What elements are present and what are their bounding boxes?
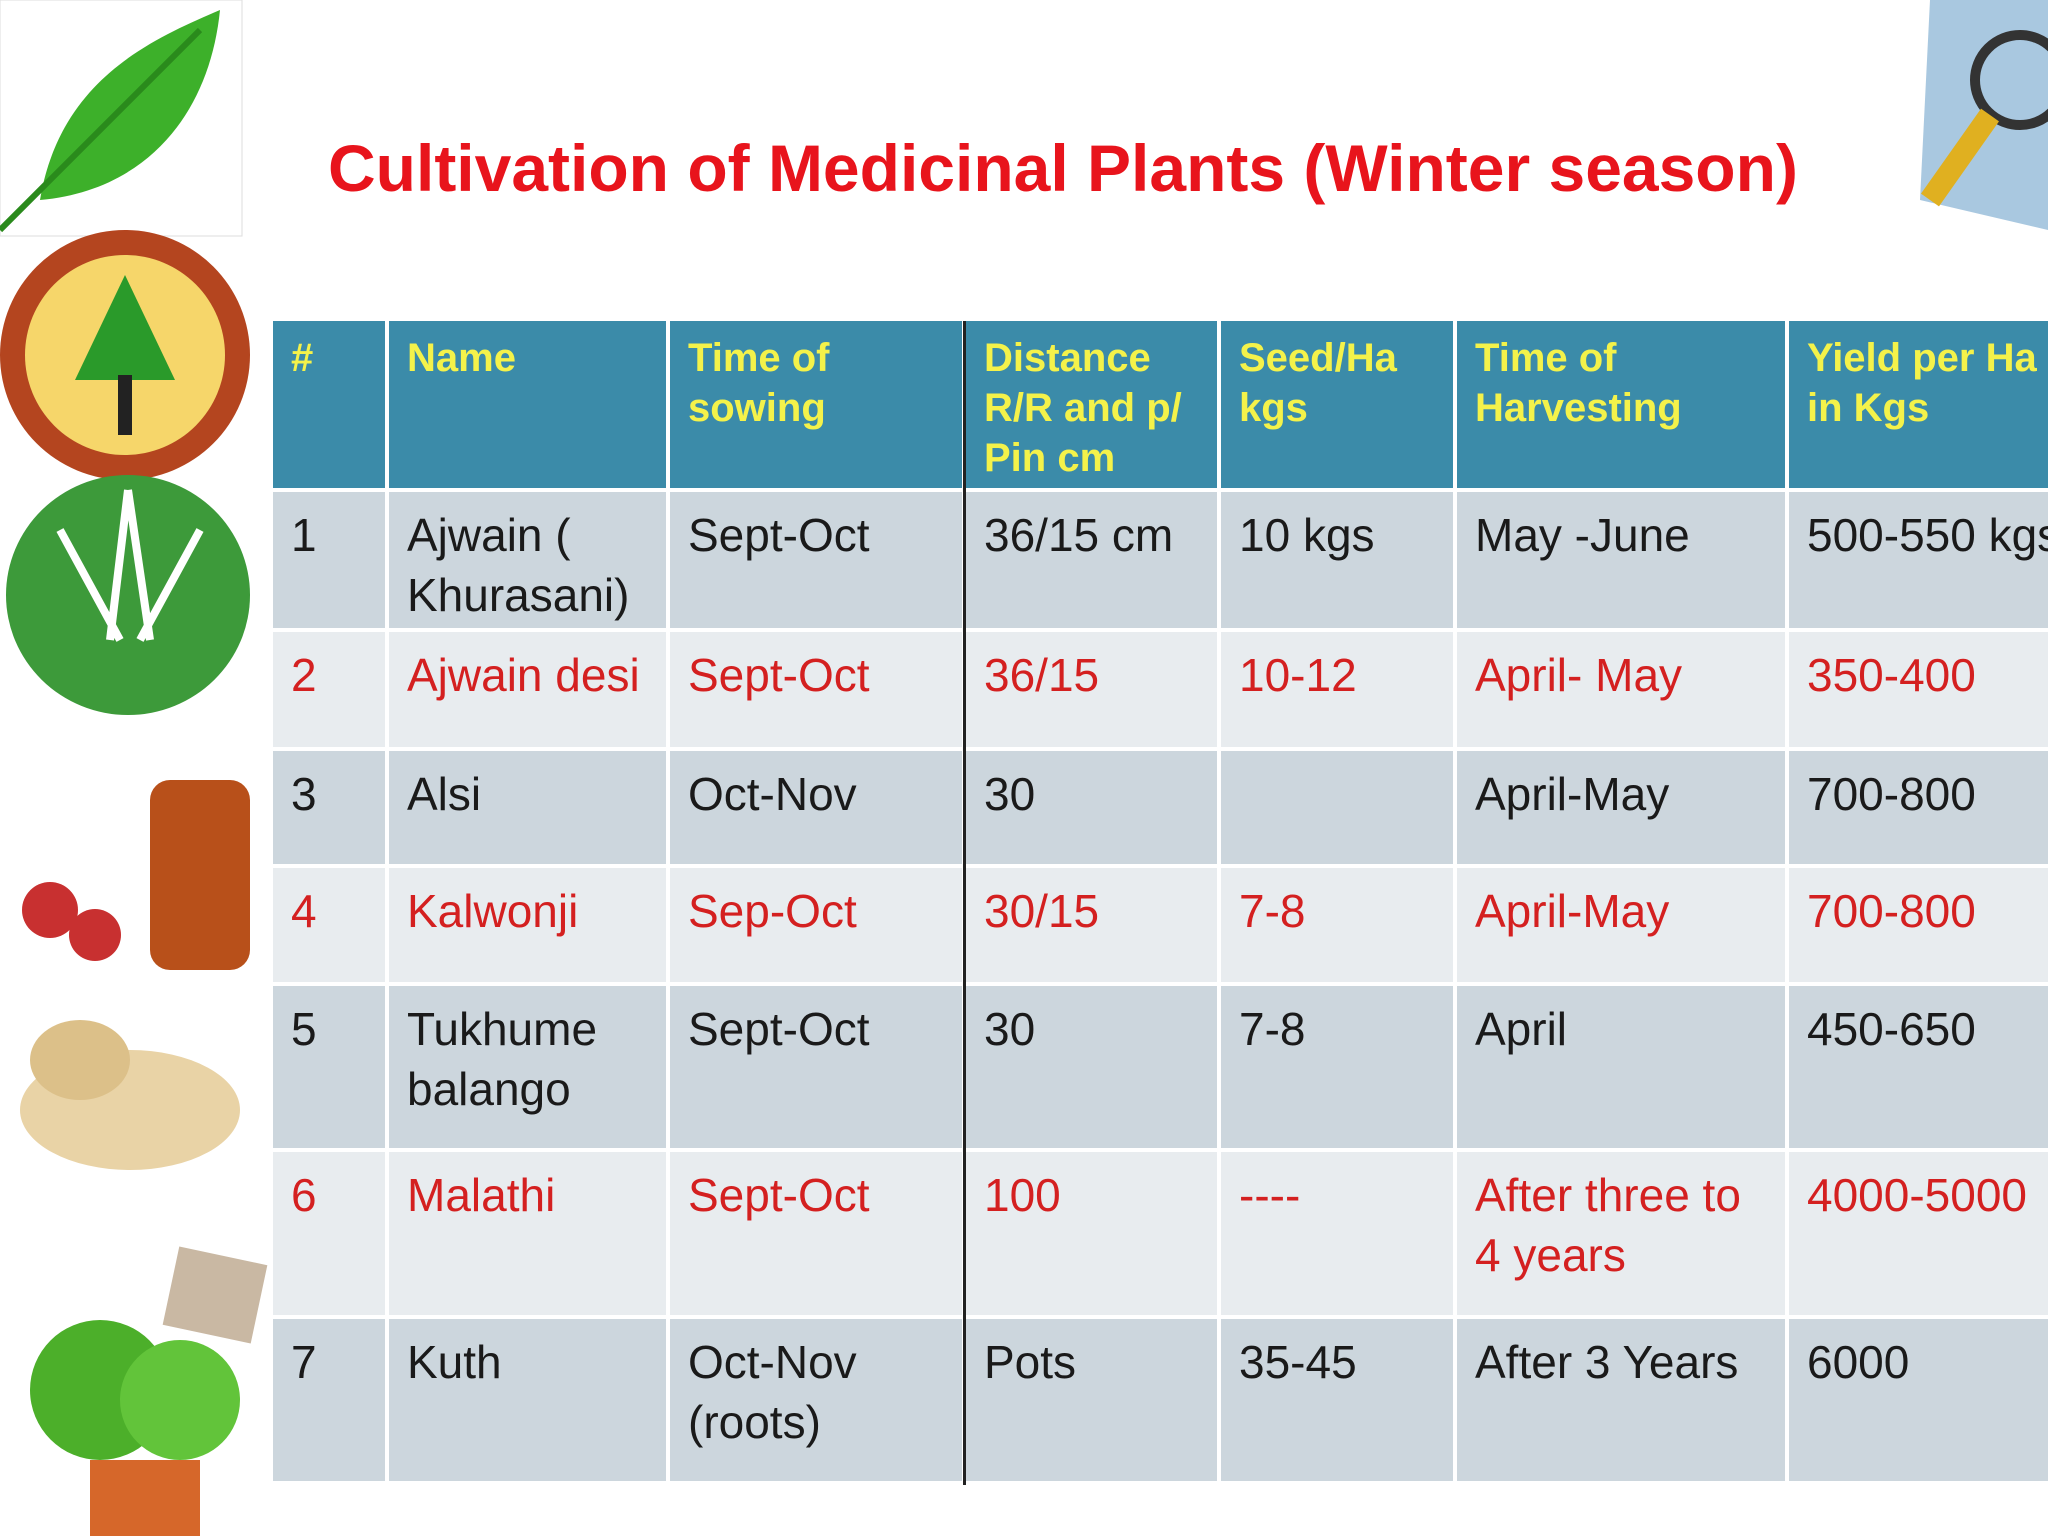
table-cell: April-May — [1457, 868, 1785, 982]
table-cell — [1221, 751, 1453, 864]
table-cell: 36/15 — [966, 632, 1217, 747]
column-divider — [963, 321, 966, 1485]
table-cell: 10-12 — [1221, 632, 1453, 747]
table-cell: 10 kgs — [1221, 492, 1453, 628]
table-cell: 6000 — [1789, 1319, 2048, 1481]
header-cell: Yield per Ha in Kgs — [1789, 321, 2048, 488]
table-cell: Sept-Oct — [670, 632, 962, 747]
table-cell: 1 — [273, 492, 385, 628]
header-cell: Seed/Ha kgs — [1221, 321, 1453, 488]
table-cell: After three to 4 years — [1457, 1152, 1785, 1315]
table-cell: 450-650 — [1789, 986, 2048, 1148]
table-cell: April- May — [1457, 632, 1785, 747]
table-cell: 30 — [966, 751, 1217, 864]
table-cell: Malathi — [389, 1152, 666, 1315]
header-cell: Time of Harvesting — [1457, 321, 1785, 488]
table-cell: April-May — [1457, 751, 1785, 864]
table-cell: 6 — [273, 1152, 385, 1315]
table-cell: Sept-Oct — [670, 986, 962, 1148]
table-cell: 2 — [273, 632, 385, 747]
header-cell: Distance R/R and p/ Pin cm — [966, 321, 1217, 488]
table-cell: 7 — [273, 1319, 385, 1481]
table-cell: 350-400 — [1789, 632, 2048, 747]
table-cell: 700-800 — [1789, 751, 2048, 864]
table-cell: 3 — [273, 751, 385, 864]
table-cell: 30/15 — [966, 868, 1217, 982]
table-cell: Kuth — [389, 1319, 666, 1481]
table-cell: Oct-Nov (roots) — [670, 1319, 962, 1481]
table-cell: Ajwain ( Khurasani) — [389, 492, 666, 628]
table-cell: Sept-Oct — [670, 492, 962, 628]
table-cell: Sept-Oct — [670, 1152, 962, 1315]
table-cell: 500-550 kgs — [1789, 492, 2048, 628]
table-cell: April — [1457, 986, 1785, 1148]
table-cell: Pots — [966, 1319, 1217, 1481]
table-cell: 5 — [273, 986, 385, 1148]
table-cell: Sep-Oct — [670, 868, 962, 982]
header-cell: # — [273, 321, 385, 488]
table-cell: Oct-Nov — [670, 751, 962, 864]
table-cell: Tukhume balango — [389, 986, 666, 1148]
table-cell: 100 — [966, 1152, 1217, 1315]
slide-title: Cultivation of Medicinal Plants (Winter … — [328, 131, 1798, 205]
table-cell: 7-8 — [1221, 986, 1453, 1148]
table-cell: 700-800 — [1789, 868, 2048, 982]
header-cell: Name — [389, 321, 666, 488]
table-cell: 36/15 cm — [966, 492, 1217, 628]
table-cell: 4 — [273, 868, 385, 982]
table-cell: 7-8 — [1221, 868, 1453, 982]
table-cell: 4000-5000 — [1789, 1152, 2048, 1315]
table-cell: 35-45 — [1221, 1319, 1453, 1481]
table-cell: ---- — [1221, 1152, 1453, 1315]
table-cell: Ajwain desi — [389, 632, 666, 747]
table-cell: 30 — [966, 986, 1217, 1148]
table-cell: Alsi — [389, 751, 666, 864]
table-cell: May -June — [1457, 492, 1785, 628]
table-cell: Kalwonji — [389, 868, 666, 982]
header-cell: Time of sowing — [670, 321, 962, 488]
table-cell: After 3 Years — [1457, 1319, 1785, 1481]
